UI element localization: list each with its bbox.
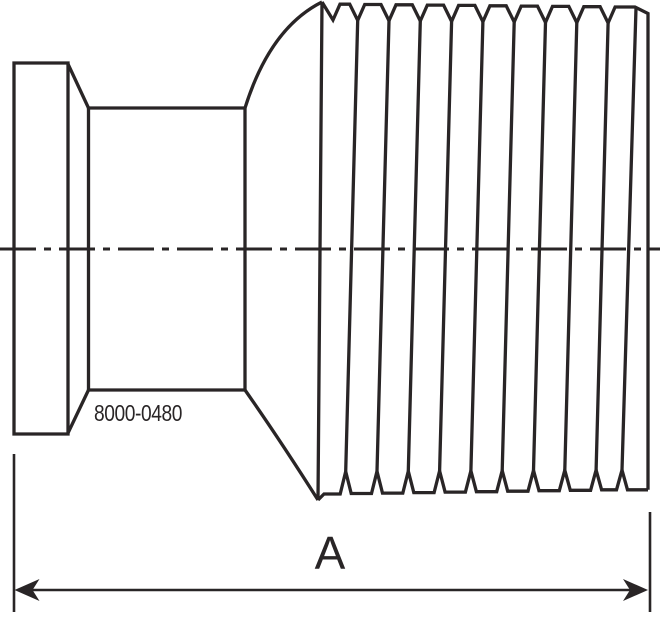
thread-flank-lines (316, 1, 638, 501)
thread-bottom-edge (316, 463, 648, 502)
dimension-arrowhead-right (623, 579, 648, 601)
part-number-label: 8000-0480 (94, 400, 182, 426)
dimension-a-label: A (315, 527, 346, 579)
taper-bottom-curve (243, 389, 320, 501)
neck-top-edge (66, 63, 90, 109)
dimension-arrowhead-left (14, 579, 40, 601)
taper-top-curve (243, 0, 323, 109)
ferrule-flange-outline (12, 61, 70, 436)
neck-bottom-edge (66, 389, 90, 434)
